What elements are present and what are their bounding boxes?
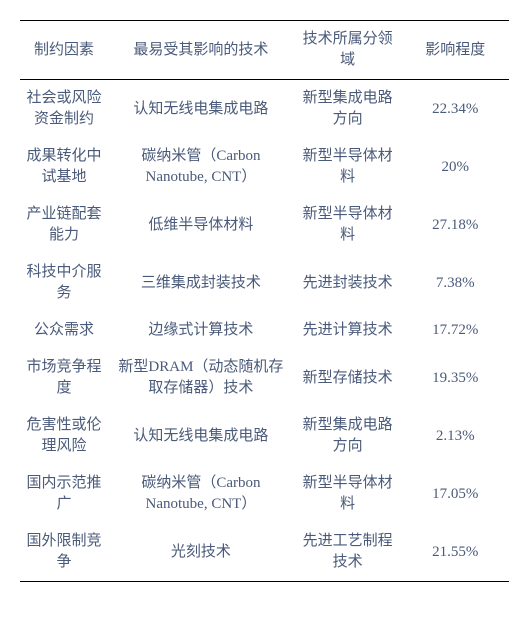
cell-domain: 新型存储技术 [294,349,402,407]
cell-domain: 新型集成电路方向 [294,80,402,139]
cell-factor: 国内示范推广 [20,465,108,523]
cell-tech: 低维半导体材料 [108,196,294,254]
cell-domain: 新型半导体材料 [294,196,402,254]
table-row: 危害性或伦理风险 认知无线电集成电路 新型集成电路方向 2.13% [20,407,509,465]
cell-domain: 新型半导体材料 [294,138,402,196]
cell-impact: 19.35% [401,349,509,407]
table-row: 国内示范推广 碳纳米管（Carbon Nanotube, CNT） 新型半导体材… [20,465,509,523]
table-row: 科技中介服务 三维集成封装技术 先进封装技术 7.38% [20,254,509,312]
table-row: 公众需求 边缘式计算技术 先进计算技术 17.72% [20,312,509,349]
cell-domain: 新型集成电路方向 [294,407,402,465]
cell-factor: 社会或风险资金制约 [20,80,108,139]
column-header-tech: 最易受其影响的技术 [108,21,294,80]
cell-tech: 光刻技术 [108,523,294,582]
cell-tech: 认知无线电集成电路 [108,80,294,139]
cell-factor: 危害性或伦理风险 [20,407,108,465]
cell-impact: 22.34% [401,80,509,139]
cell-domain: 先进工艺制程技术 [294,523,402,582]
cell-impact: 21.55% [401,523,509,582]
table-row: 社会或风险资金制约 认知无线电集成电路 新型集成电路方向 22.34% [20,80,509,139]
cell-tech: 边缘式计算技术 [108,312,294,349]
cell-factor: 国外限制竞争 [20,523,108,582]
cell-tech: 新型DRAM（动态随机存取存储器）技术 [108,349,294,407]
cell-tech: 认知无线电集成电路 [108,407,294,465]
cell-factor: 科技中介服务 [20,254,108,312]
cell-tech: 碳纳米管（Carbon Nanotube, CNT） [108,465,294,523]
constraints-table: 制约因素 最易受其影响的技术 技术所属分领域 影响程度 社会或风险资金制约 认知… [20,20,509,582]
column-header-impact: 影响程度 [401,21,509,80]
column-header-domain: 技术所属分领域 [294,21,402,80]
cell-domain: 先进封装技术 [294,254,402,312]
table-header-row: 制约因素 最易受其影响的技术 技术所属分领域 影响程度 [20,21,509,80]
table-row: 市场竞争程度 新型DRAM（动态随机存取存储器）技术 新型存储技术 19.35% [20,349,509,407]
cell-factor: 成果转化中试基地 [20,138,108,196]
cell-impact: 2.13% [401,407,509,465]
table-row: 产业链配套能力 低维半导体材料 新型半导体材料 27.18% [20,196,509,254]
table-row: 国外限制竞争 光刻技术 先进工艺制程技术 21.55% [20,523,509,582]
cell-impact: 17.05% [401,465,509,523]
cell-factor: 市场竞争程度 [20,349,108,407]
cell-impact: 20% [401,138,509,196]
column-header-factor: 制约因素 [20,21,108,80]
cell-impact: 7.38% [401,254,509,312]
cell-domain: 先进计算技术 [294,312,402,349]
cell-impact: 27.18% [401,196,509,254]
cell-domain: 新型半导体材料 [294,465,402,523]
table-row: 成果转化中试基地 碳纳米管（Carbon Nanotube, CNT） 新型半导… [20,138,509,196]
cell-impact: 17.72% [401,312,509,349]
cell-tech: 三维集成封装技术 [108,254,294,312]
cell-factor: 产业链配套能力 [20,196,108,254]
cell-tech: 碳纳米管（Carbon Nanotube, CNT） [108,138,294,196]
cell-factor: 公众需求 [20,312,108,349]
